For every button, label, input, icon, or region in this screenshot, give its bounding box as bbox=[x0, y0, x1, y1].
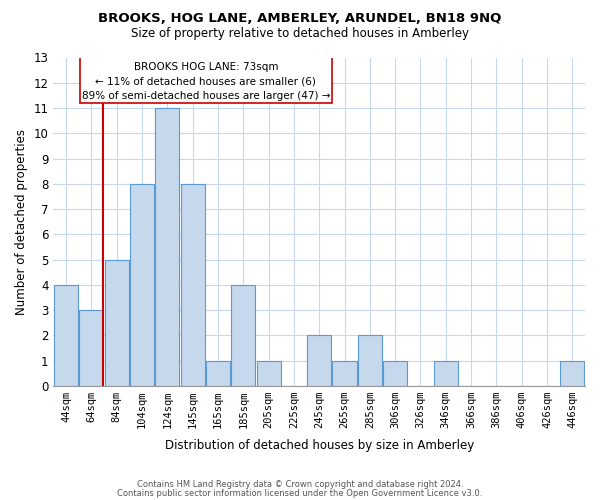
Y-axis label: Number of detached properties: Number of detached properties bbox=[15, 129, 28, 315]
Bar bbox=[79, 310, 103, 386]
Text: Size of property relative to detached houses in Amberley: Size of property relative to detached ho… bbox=[131, 28, 469, 40]
Bar bbox=[257, 361, 281, 386]
Bar bbox=[130, 184, 154, 386]
Text: BROOKS HOG LANE: 73sqm: BROOKS HOG LANE: 73sqm bbox=[134, 62, 278, 72]
Text: 89% of semi-detached houses are larger (47) →: 89% of semi-detached houses are larger (… bbox=[82, 91, 330, 101]
FancyBboxPatch shape bbox=[80, 58, 332, 103]
Text: ← 11% of detached houses are smaller (6): ← 11% of detached houses are smaller (6) bbox=[95, 76, 316, 86]
Bar bbox=[332, 361, 356, 386]
Text: BROOKS, HOG LANE, AMBERLEY, ARUNDEL, BN18 9NQ: BROOKS, HOG LANE, AMBERLEY, ARUNDEL, BN1… bbox=[98, 12, 502, 26]
Bar bbox=[181, 184, 205, 386]
Bar bbox=[155, 108, 179, 386]
Text: Contains public sector information licensed under the Open Government Licence v3: Contains public sector information licen… bbox=[118, 489, 482, 498]
Bar bbox=[206, 361, 230, 386]
Bar bbox=[358, 336, 382, 386]
Bar bbox=[54, 285, 78, 386]
Bar bbox=[434, 361, 458, 386]
Bar bbox=[307, 336, 331, 386]
Bar bbox=[104, 260, 129, 386]
Text: Contains HM Land Registry data © Crown copyright and database right 2024.: Contains HM Land Registry data © Crown c… bbox=[137, 480, 463, 489]
Bar bbox=[231, 285, 255, 386]
X-axis label: Distribution of detached houses by size in Amberley: Distribution of detached houses by size … bbox=[164, 440, 474, 452]
Bar bbox=[560, 361, 584, 386]
Bar bbox=[383, 361, 407, 386]
